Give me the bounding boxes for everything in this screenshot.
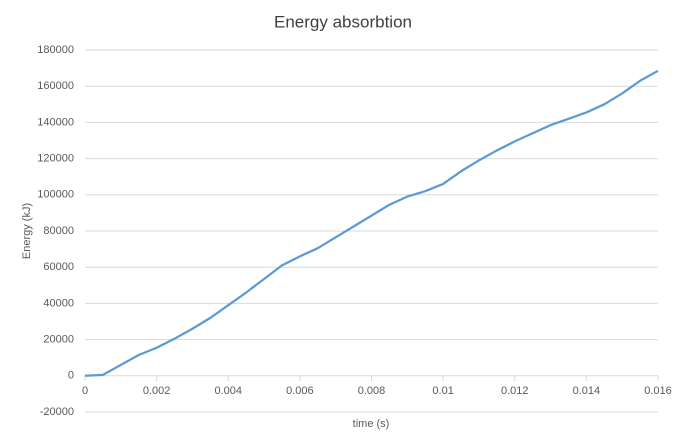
y-tick-label: 160000 <box>37 80 74 92</box>
x-axis-label: time (s) <box>353 418 390 430</box>
chart-title: Energy absorbtion <box>274 12 412 31</box>
x-tick-label: 0.012 <box>501 385 529 397</box>
y-tick-label: 80000 <box>43 225 74 237</box>
x-tick-label: 0.014 <box>573 385 601 397</box>
x-tick-label: 0.01 <box>432 385 453 397</box>
y-tick-label: 100000 <box>37 189 74 201</box>
y-tick-label: -20000 <box>40 406 74 418</box>
y-tick-label: 140000 <box>37 116 74 128</box>
x-tick-label: 0.002 <box>143 385 171 397</box>
y-tick-label: 120000 <box>37 153 74 165</box>
x-tick-label: 0 <box>82 385 88 397</box>
y-axis-label: Energy (kJ) <box>21 203 33 259</box>
x-tick-label: 0.004 <box>214 385 242 397</box>
x-tick-label: 0.016 <box>644 385 672 397</box>
y-tick-label: 40000 <box>43 297 74 309</box>
x-tick-label: 0.008 <box>358 385 386 397</box>
y-tick-label: 60000 <box>43 261 74 273</box>
data-line <box>84 69 659 377</box>
y-tick-label: 180000 <box>37 44 74 56</box>
y-tick-label: 20000 <box>43 334 74 346</box>
x-tick-label: 0.006 <box>286 385 314 397</box>
y-tick-label: 0 <box>68 370 74 382</box>
